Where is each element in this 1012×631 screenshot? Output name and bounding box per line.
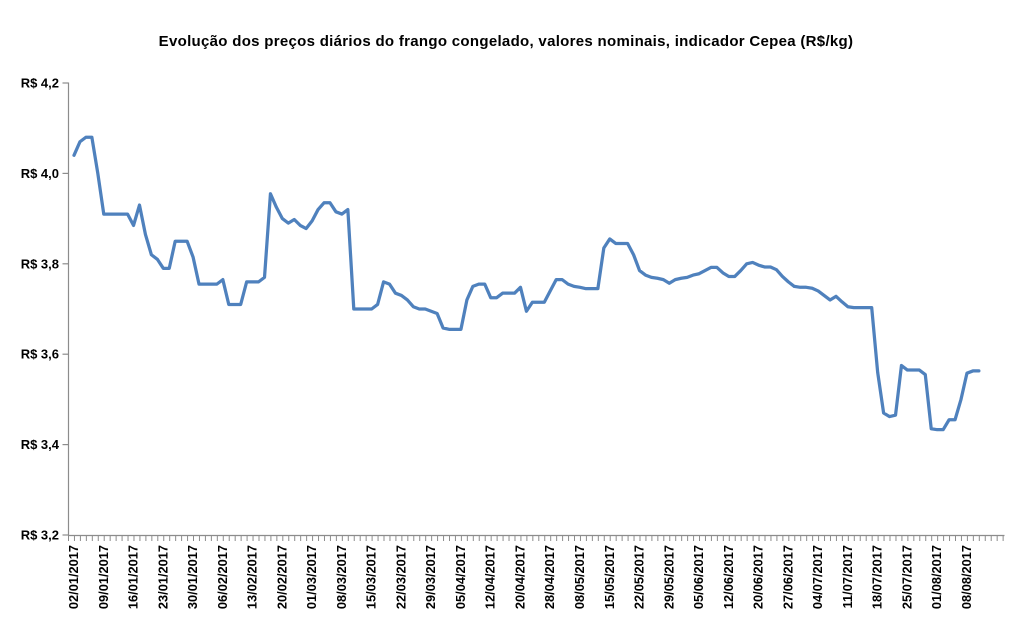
x-tick-label: 08/08/2017 (959, 545, 974, 609)
x-tick-label: 08/03/2017 (334, 545, 349, 609)
x-tick-label: 28/04/2017 (542, 545, 557, 609)
x-tick-label: 05/06/2017 (691, 545, 706, 609)
y-tick-label: R$ 3,4 (21, 437, 60, 452)
y-tick-label: R$ 4,0 (21, 166, 59, 181)
chart-title: Evolução dos preços diários do frango co… (158, 33, 854, 50)
x-tick-label: 04/07/2017 (810, 545, 825, 609)
x-tick-label: 01/03/2017 (304, 545, 319, 609)
x-tick-label: 12/06/2017 (721, 545, 736, 609)
x-tick-label: 20/06/2017 (751, 545, 766, 609)
x-tick-label: 16/01/2017 (126, 545, 141, 609)
x-tick-label: 18/07/2017 (870, 545, 885, 609)
x-tick-label: 20/04/2017 (512, 545, 527, 609)
x-tick-label: 11/07/2017 (840, 545, 855, 608)
x-tick-label: 06/02/2017 (215, 545, 230, 609)
x-tick-label: 01/08/2017 (929, 545, 944, 609)
x-tick-label: 13/02/2017 (245, 545, 260, 609)
x-tick-label: 25/07/2017 (899, 545, 914, 609)
x-tick-label: 05/04/2017 (453, 545, 468, 609)
x-tick-label: 09/01/2017 (96, 545, 111, 609)
y-tick-label: R$ 3,8 (21, 256, 59, 271)
price-series-line (72, 135, 981, 432)
x-tick-label: 02/01/2017 (66, 545, 81, 609)
y-tick-label: R$ 3,2 (21, 528, 59, 543)
x-tick-label: 15/05/2017 (602, 545, 617, 609)
x-tick-label: 08/05/2017 (572, 545, 587, 609)
x-tick-label: 15/03/2017 (364, 545, 379, 609)
y-tick-label: R$ 4,2 (21, 76, 59, 91)
x-tick-label: 23/01/2017 (155, 545, 170, 609)
x-tick-label: 12/04/2017 (483, 545, 498, 609)
x-tick-label: 29/03/2017 (423, 545, 438, 609)
y-tick-label: R$ 3,6 (21, 347, 59, 362)
x-tick-label: 29/05/2017 (661, 545, 676, 609)
x-tick-label: 27/06/2017 (780, 545, 795, 609)
x-tick-label: 30/01/2017 (185, 545, 200, 609)
x-tick-label: 22/05/2017 (632, 545, 647, 609)
x-tick-label: 22/03/2017 (393, 545, 408, 609)
x-tick-label: 20/02/2017 (274, 545, 289, 609)
